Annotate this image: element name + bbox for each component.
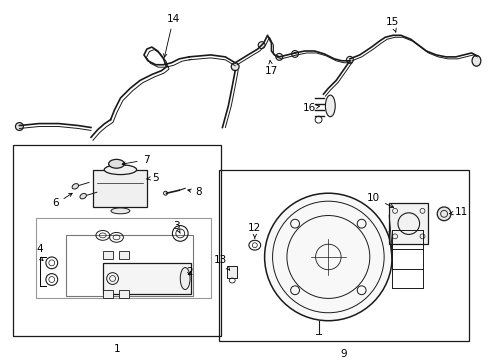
Bar <box>218 170 468 341</box>
Ellipse shape <box>258 42 264 49</box>
Bar <box>227 266 237 278</box>
Text: 16: 16 <box>303 103 319 113</box>
Bar <box>119 251 129 259</box>
Text: 5: 5 <box>146 172 159 183</box>
Ellipse shape <box>231 63 239 71</box>
Text: 3: 3 <box>173 221 180 233</box>
Bar <box>102 290 112 298</box>
Text: 14: 14 <box>163 14 180 57</box>
Ellipse shape <box>325 95 335 117</box>
Text: 1: 1 <box>113 344 120 354</box>
Text: 11: 11 <box>448 207 468 217</box>
Text: 12: 12 <box>248 222 261 238</box>
Text: 4: 4 <box>37 244 43 254</box>
Bar <box>93 170 147 207</box>
Bar <box>13 145 221 336</box>
Text: 10: 10 <box>366 193 393 207</box>
Text: 6: 6 <box>52 198 59 208</box>
Ellipse shape <box>436 207 450 221</box>
Ellipse shape <box>471 55 480 66</box>
Bar <box>36 218 210 298</box>
Ellipse shape <box>104 165 136 175</box>
Bar <box>102 251 112 259</box>
Text: 17: 17 <box>264 60 278 76</box>
Text: 2: 2 <box>185 267 192 277</box>
Bar <box>65 235 193 296</box>
Text: 15: 15 <box>385 17 398 32</box>
Ellipse shape <box>80 193 86 199</box>
Ellipse shape <box>180 267 190 289</box>
Ellipse shape <box>264 193 391 321</box>
Ellipse shape <box>111 208 130 214</box>
Ellipse shape <box>108 159 124 168</box>
Ellipse shape <box>16 123 23 130</box>
Ellipse shape <box>291 50 298 57</box>
Text: 9: 9 <box>340 349 346 359</box>
Text: 13: 13 <box>213 255 229 270</box>
Bar <box>102 263 191 294</box>
Ellipse shape <box>346 57 353 63</box>
Text: 8: 8 <box>187 187 202 197</box>
Bar <box>388 203 427 244</box>
Ellipse shape <box>275 53 282 60</box>
Ellipse shape <box>72 184 79 189</box>
Bar <box>119 290 129 298</box>
Text: 7: 7 <box>122 155 149 165</box>
